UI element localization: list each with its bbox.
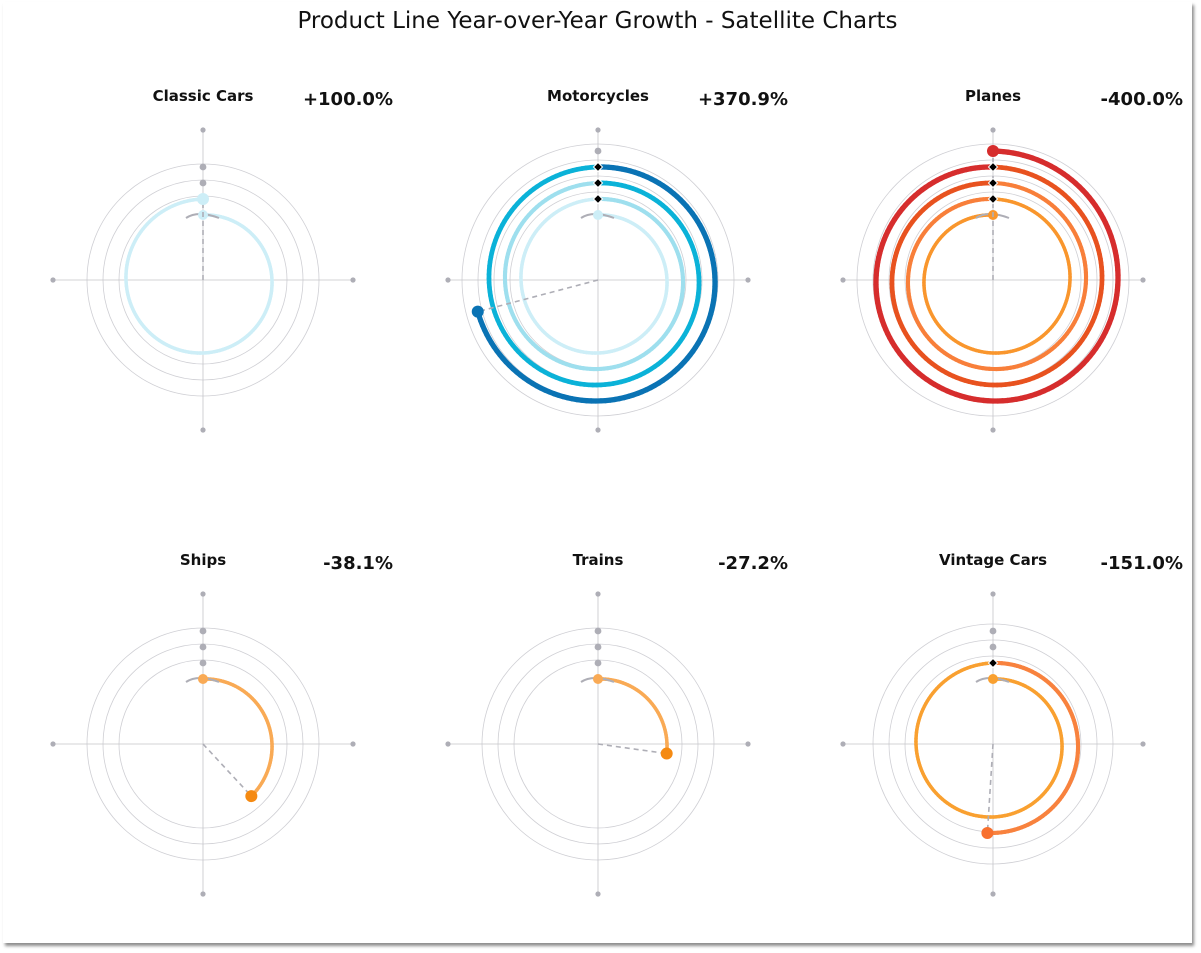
turn-marker	[592, 177, 604, 189]
axis-end-dot	[990, 891, 996, 897]
ring-level-dot	[594, 627, 602, 635]
panel-title: Motorcycles	[547, 87, 649, 105]
satellite-panel: Vintage Cars -151.0%	[840, 551, 1183, 897]
guide-line	[477, 279, 599, 313]
ring-level-dot	[199, 643, 207, 651]
satellite-panel: Ships -38.1%	[50, 551, 393, 897]
axis-end-dot	[445, 277, 451, 283]
guide-line	[202, 743, 252, 797]
ring-level-dot	[989, 643, 997, 651]
figure-frame	[3, 2, 1192, 943]
growth-label: -27.2%	[718, 553, 788, 574]
axis-end-dot	[350, 277, 356, 283]
panel-title: Planes	[965, 87, 1021, 105]
growth-label: +370.9%	[698, 89, 788, 110]
turn-marker	[987, 161, 999, 173]
axis-end-dot	[990, 127, 996, 133]
ring-level-dot	[594, 659, 602, 667]
satellite-panel: Motorcycles +370.9%	[445, 87, 788, 433]
axis-end-dot	[50, 277, 56, 283]
turn-marker	[592, 193, 604, 205]
axis-end-dot	[200, 891, 206, 897]
start-dot	[198, 674, 208, 684]
growth-label: -151.0%	[1101, 553, 1183, 574]
axis-end-dot	[595, 127, 601, 133]
growth-label: -400.0%	[1101, 89, 1183, 110]
axis-end-dot	[840, 741, 846, 747]
axis-end-dot	[445, 741, 451, 747]
panel-title: Classic Cars	[153, 87, 254, 105]
axis-end-dot	[745, 277, 751, 283]
axis-end-dot	[1140, 741, 1146, 747]
axis-end-dot	[200, 591, 206, 597]
growth-label: +100.0%	[303, 89, 393, 110]
axis-end-dot	[350, 741, 356, 747]
satellite-panel: Planes -400.0%	[840, 87, 1183, 433]
satellite-panel: Trains -27.2%	[445, 551, 788, 897]
satellite-panel: Classic Cars +100.0%	[50, 87, 393, 433]
figure-title: Product Line Year-over-Year Growth - Sat…	[297, 8, 898, 34]
start-dot	[593, 674, 603, 684]
ring-level-dot	[199, 659, 207, 667]
axis-end-dot	[595, 891, 601, 897]
axis-end-dot	[200, 427, 206, 433]
end-dot	[471, 305, 484, 318]
ring-level-dot	[594, 147, 602, 155]
panel-title: Ships	[180, 551, 226, 569]
panel-title: Vintage Cars	[939, 551, 1047, 569]
ring-level-dot	[199, 163, 207, 171]
axis-end-dot	[990, 591, 996, 597]
panel-title: Trains	[573, 551, 624, 569]
ring-level-dot	[594, 643, 602, 651]
end-dot	[987, 145, 999, 157]
axis-end-dot	[200, 127, 206, 133]
start-dot	[988, 674, 998, 684]
turn-marker	[592, 161, 604, 173]
axis-end-dot	[745, 741, 751, 747]
end-dot	[245, 790, 258, 803]
growth-label: -38.1%	[323, 553, 393, 574]
turn-marker	[987, 177, 999, 189]
end-dot	[981, 826, 994, 839]
axis-end-dot	[990, 427, 996, 433]
axis-end-dot	[840, 277, 846, 283]
axis-end-dot	[595, 427, 601, 433]
ring-level-dot	[199, 179, 207, 187]
start-dot	[593, 210, 603, 220]
turn-marker	[987, 193, 999, 205]
axis-end-dot	[595, 591, 601, 597]
turn-marker	[987, 657, 999, 669]
guide-line	[986, 743, 994, 834]
ring-level-dot	[199, 627, 207, 635]
ring-level-dot	[989, 627, 997, 635]
end-dot	[197, 193, 209, 205]
axis-end-dot	[50, 741, 56, 747]
axis-end-dot	[1140, 277, 1146, 283]
end-dot	[660, 747, 673, 760]
guide-line	[597, 743, 667, 755]
